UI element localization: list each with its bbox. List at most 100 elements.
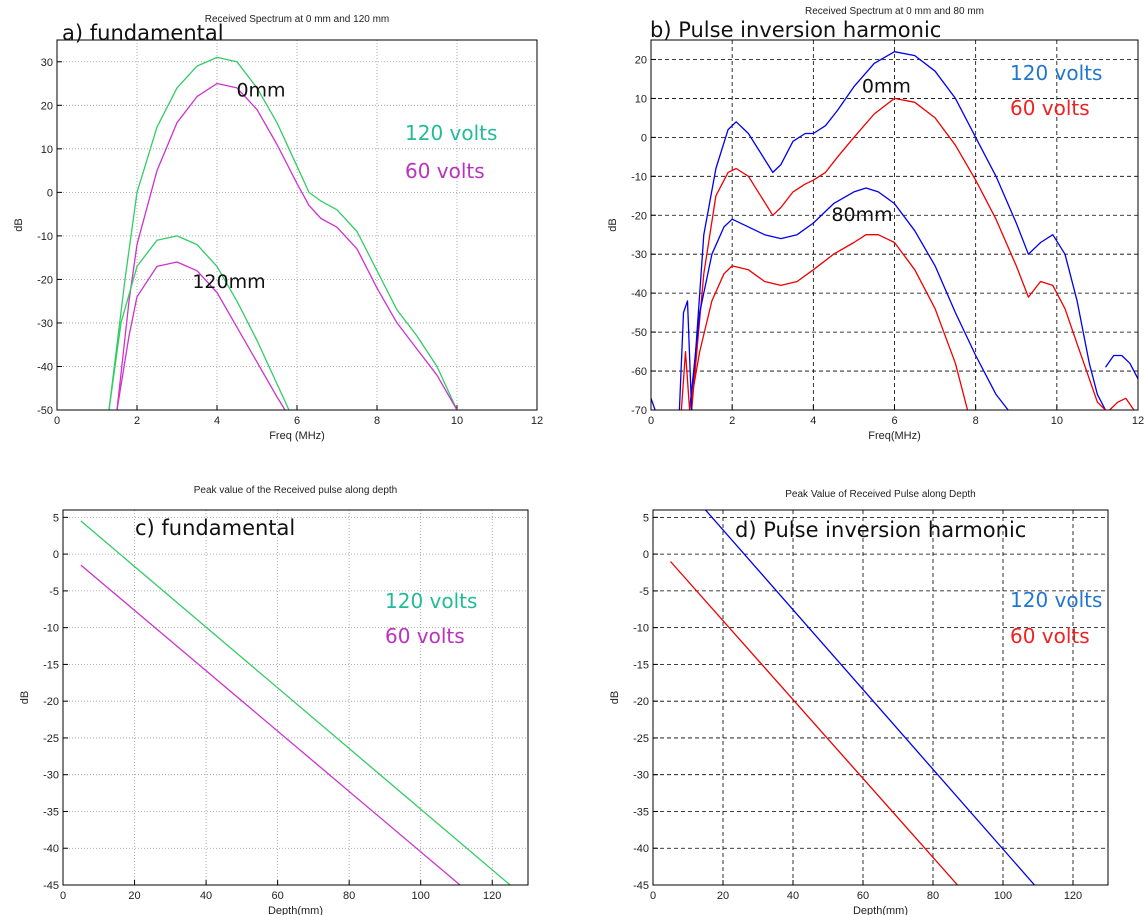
legend-entry: 120 volts [405, 121, 497, 145]
y-tick-label: 0 [643, 549, 649, 561]
series-line [116, 82, 458, 410]
series-line [1104, 354, 1138, 380]
chart-panel-c: 0 20 40 60 80 100 120 -45 -40 -35 -30 -25 -20 -15 -10 -… [19, 485, 529, 915]
y-tick-label: 20 [41, 100, 53, 112]
y-tick-label: 20 [635, 54, 647, 66]
x-axis-label: Freq(MHz) [868, 430, 921, 442]
series-line [651, 398, 656, 410]
y-tick-label: -5 [639, 586, 649, 598]
annotation-label: 0mm [236, 80, 285, 102]
y-tick-label: -30 [43, 770, 59, 782]
legend-entry: 120 volts [1010, 588, 1102, 612]
chart-panel-b: 0 2 4 6 8 10 12 -70 -60 -50 -40 -30 -20 -10 0 10 20 Recei… [607, 6, 1144, 442]
y-tick-label: -10 [633, 623, 649, 635]
y-tick-label: -25 [43, 733, 59, 745]
y-axis-label: dB [607, 218, 619, 231]
x-tick-label: 12 [1132, 415, 1144, 427]
series-line [670, 561, 958, 885]
x-tick-label: 40 [200, 890, 212, 902]
series-group [108, 56, 458, 410]
plot-frame [652, 509, 1109, 886]
series-line [80, 520, 511, 885]
x-tick-label: 10 [451, 415, 463, 427]
legend-entry: 120 volts [385, 589, 477, 613]
panel-label: c) fundamental [135, 516, 295, 540]
y-tick-label: 5 [643, 512, 649, 524]
y-tick-label: -25 [633, 733, 649, 745]
x-tick-label: 60 [271, 890, 283, 902]
series-line [680, 350, 691, 410]
x-axis-label: Depth(mm) [853, 905, 908, 915]
chart-title: Peak value of the Received pulse along d… [194, 485, 397, 496]
series-group [80, 520, 511, 885]
y-tick-label: -5 [49, 586, 59, 598]
series-line [116, 261, 286, 410]
y-tick-label: 0 [47, 187, 53, 199]
x-tick-label: 20 [717, 890, 729, 902]
series-line [108, 56, 458, 410]
x-tick-label: 60 [857, 890, 869, 902]
y-tick-label: -45 [43, 880, 59, 892]
chart-title: Received Spectrum at 0 mm and 80 mm [805, 6, 984, 17]
series-line [1109, 397, 1135, 410]
y-tick-label: -70 [631, 405, 647, 417]
legend-entry: 60 volts [1010, 624, 1090, 648]
annotation-label: 80mm [831, 204, 892, 226]
y-tick-label: -30 [37, 318, 53, 330]
chart-panel-d: 0 20 40 60 80 100 120 -45 -40 -35 -30 -25 -20 -15 -10 -… [609, 489, 1109, 915]
series-line [705, 510, 1035, 885]
chart-title: Peak Value of Received Pulse along Depth [785, 489, 976, 500]
x-tick-label: 6 [294, 415, 300, 427]
plot-frame [56, 39, 538, 411]
panel-label: d) Pulse inversion harmonic [735, 518, 1026, 542]
y-tick-label: -50 [37, 405, 53, 417]
y-tick-label: -10 [43, 623, 59, 635]
y-tick-label: -15 [633, 659, 649, 671]
x-tick-label: 10 [1051, 415, 1063, 427]
series-group [651, 51, 1138, 410]
series-line [678, 300, 693, 410]
y-tick-label: -10 [37, 231, 53, 243]
y-tick-label: -40 [631, 288, 647, 300]
y-tick-label: -10 [631, 171, 647, 183]
panel-label: a) fundamental [62, 21, 224, 45]
chart-title: Received Spectrum at 0 mm and 120 mm [205, 14, 390, 25]
x-tick-label: 100 [412, 890, 430, 902]
y-tick-label: 0 [641, 132, 647, 144]
panel-label: b) Pulse inversion harmonic [650, 18, 941, 42]
x-tick-label: 2 [729, 415, 735, 427]
y-tick-label: -40 [37, 361, 53, 373]
y-tick-label: -20 [631, 210, 647, 222]
legend-entry: 120 volts [1010, 61, 1102, 85]
legend-entry: 60 volts [385, 624, 465, 648]
x-tick-label: 0 [54, 415, 60, 427]
x-tick-label: 100 [994, 890, 1012, 902]
x-tick-label: 0 [60, 890, 66, 902]
series-line [688, 234, 969, 410]
x-tick-label: 8 [374, 415, 380, 427]
x-tick-label: 80 [927, 890, 939, 902]
y-axis-label: dB [13, 218, 25, 231]
plot-frame [650, 39, 1139, 411]
y-tick-label: -40 [43, 843, 59, 855]
y-axis-label: dB [19, 691, 31, 704]
series-line [690, 51, 1107, 410]
legend-entry: 60 volts [405, 159, 485, 183]
x-tick-label: 6 [891, 415, 897, 427]
y-tick-label: -50 [631, 327, 647, 339]
y-tick-label: -30 [633, 770, 649, 782]
y-tick-label: -15 [43, 659, 59, 671]
series-line [688, 187, 1009, 410]
x-tick-label: 8 [973, 415, 979, 427]
x-tick-label: 0 [648, 415, 654, 427]
y-tick-label: 0 [53, 549, 59, 561]
x-tick-label: 20 [128, 890, 140, 902]
x-tick-label: 2 [134, 415, 140, 427]
y-axis-label: dB [609, 691, 621, 704]
y-tick-label: 10 [635, 93, 647, 105]
y-tick-label: -20 [43, 696, 59, 708]
annotation-label: 120mm [192, 271, 265, 293]
x-tick-label: 0 [650, 890, 656, 902]
